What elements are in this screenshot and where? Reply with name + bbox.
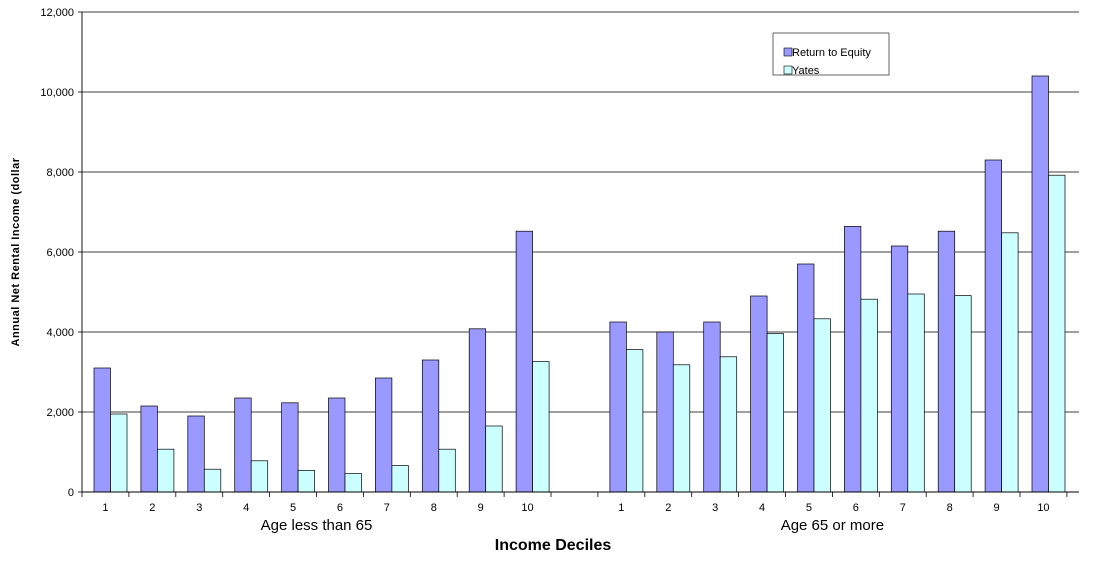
bar-yates [1048,174,1066,493]
bar-yates [485,425,503,493]
bar-yates [672,364,691,493]
bar-return-to-equity [937,230,956,493]
bar-return-to-equity [375,377,393,493]
bar-yates [250,460,269,493]
bar-yates [438,448,456,493]
y-tick-label: 10,000 [40,87,74,99]
x-tick-label: 8 [947,502,953,514]
x-tick-label: 1 [618,502,624,514]
bars [93,75,1066,493]
group-label: Age 65 or more [781,517,884,534]
bar-return-to-equity [703,321,721,493]
legend: Return to Equity Yates [772,32,890,77]
bar-return-to-equity [656,331,674,493]
x-tick-label: 9 [478,502,484,514]
y-axis-title: Annual Net Rental Income (dollar [10,157,22,346]
bar-return-to-equity [515,230,533,493]
bar-return-to-equity [797,263,815,493]
bar-return-to-equity [187,415,205,493]
x-tick-label: 7 [384,502,390,514]
bar-return-to-equity [328,397,346,493]
y-tick-label: 6,000 [46,247,74,259]
x-tick-label: 6 [337,502,343,514]
bar-yates [157,448,175,493]
bar-return-to-equity [281,402,299,493]
x-tick-label: 4 [243,502,249,514]
bar-return-to-equity [93,367,111,493]
bar-yates [719,356,738,493]
bar-yates [203,468,222,493]
legend-swatch-return-to-equity [783,47,793,57]
x-tick-label: 4 [759,502,765,514]
bar-return-to-equity [1031,75,1049,493]
y-tick-label: 2,000 [46,407,74,419]
x-tick-label: 9 [993,502,999,514]
bar-return-to-equity [609,321,627,493]
bar-yates [297,470,315,493]
x-tick-label: 5 [806,502,812,514]
bar-yates [110,413,128,493]
bar-return-to-equity [140,405,158,493]
x-tick-label: 3 [712,502,718,514]
bar-yates [1001,232,1019,493]
y-tick-label: 12,000 [40,7,74,19]
bar-return-to-equity [468,328,487,493]
legend-label-yates: Yates [792,65,820,77]
bar-return-to-equity [890,245,909,493]
x-tick-label: 1 [102,502,108,514]
group-label: Age less than 65 [261,517,373,534]
bar-return-to-equity [750,295,768,493]
x-tick-label: 6 [853,502,859,514]
labels: 0 2,000 4,000 6,000 8,000 10,000 12,000 1 2 3 4 5 6 7… [40,7,1049,534]
y-tick-label: 0 [68,487,74,499]
x-tick-label: 10 [1037,502,1049,514]
bar-yates [532,361,550,493]
bar-yates [766,333,784,493]
bar-return-to-equity [844,226,862,493]
bar-return-to-equity [984,159,1002,493]
y-tick-label: 8,000 [46,167,74,179]
legend-label-return-to-equity: Return to Equity [792,47,871,59]
bar-yates [344,473,362,493]
legend-box [772,32,890,76]
y-tick-label: 4,000 [46,327,74,339]
x-tick-label: 2 [665,502,671,514]
bar-yates [954,295,972,493]
x-tick-label: 8 [431,502,437,514]
legend-swatch-yates [783,65,793,75]
x-tick-label: 2 [149,502,155,514]
bar-yates [813,318,831,493]
bar-yates [626,349,644,493]
bar-yates [860,298,878,493]
bar-yates [391,465,409,493]
x-tick-label: 3 [196,502,202,514]
x-tick-label: 7 [900,502,906,514]
bar-return-to-equity [234,397,252,493]
bar-yates [907,293,925,493]
x-tick-label: 5 [290,502,296,514]
x-tick-label: 10 [521,502,533,514]
x-axis-title: Income Deciles [495,537,612,554]
bar-return-to-equity [421,359,440,493]
axes [78,11,1079,497]
